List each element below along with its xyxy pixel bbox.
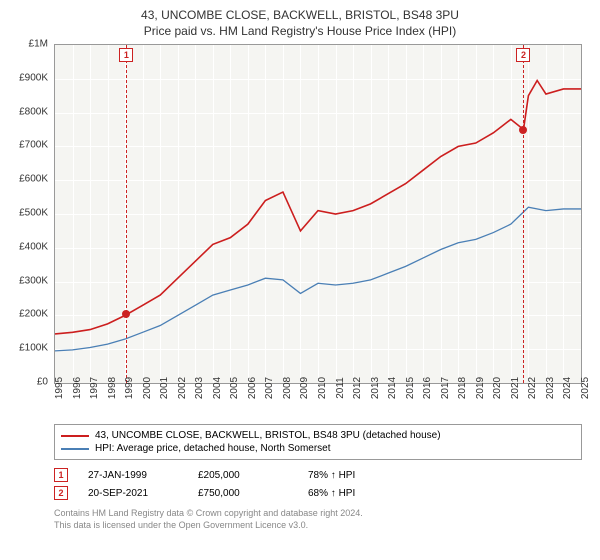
- legend-label: 43, UNCOMBE CLOSE, BACKWELL, BRISTOL, BS…: [95, 430, 441, 441]
- title-address: 43, UNCOMBE CLOSE, BACKWELL, BRISTOL, BS…: [10, 8, 590, 22]
- legend: 43, UNCOMBE CLOSE, BACKWELL, BRISTOL, BS…: [54, 424, 582, 460]
- footer: Contains HM Land Registry data © Crown c…: [54, 508, 582, 531]
- x-tick-label: 2010: [317, 377, 328, 399]
- legend-item: HPI: Average price, detached house, Nort…: [61, 442, 575, 455]
- legend-swatch: [61, 448, 89, 450]
- series-hpi: [55, 207, 581, 351]
- x-tick-label: 2007: [264, 377, 275, 399]
- sale-badge: 1: [54, 468, 68, 482]
- x-tick-label: 2005: [229, 377, 240, 399]
- x-tick-label: 2012: [352, 377, 363, 399]
- y-tick-label: £200K: [19, 309, 48, 320]
- y-tick-label: £100K: [19, 343, 48, 354]
- x-tick-label: 2021: [510, 377, 521, 399]
- x-tick-label: 2009: [299, 377, 310, 399]
- x-tick-label: 2025: [580, 377, 591, 399]
- x-tick-label: 2019: [475, 377, 486, 399]
- plot-background: 12: [54, 44, 582, 384]
- x-tick-label: 2024: [562, 377, 573, 399]
- x-axis: 1995199619971998199920002001200220032004…: [54, 384, 582, 418]
- x-tick-label: 2004: [212, 377, 223, 399]
- y-axis: £0£100K£200K£300K£400K£500K£600K£700K£80…: [8, 44, 52, 384]
- y-tick-label: £900K: [19, 72, 48, 83]
- sale-price: £205,000: [198, 470, 288, 481]
- marker-dot: [122, 310, 130, 318]
- sales-table: 1 27-JAN-1999 £205,000 78% ↑ HPI 2 20-SEP-202…: [54, 466, 582, 502]
- sale-date: 20-SEP-2021: [88, 488, 178, 499]
- sale-date: 27-JAN-1999: [88, 470, 178, 481]
- y-tick-label: £800K: [19, 106, 48, 117]
- footer-line1: Contains HM Land Registry data © Crown c…: [54, 508, 582, 520]
- y-tick-label: £400K: [19, 241, 48, 252]
- chart-lines: [55, 45, 581, 383]
- y-tick-label: £300K: [19, 275, 48, 286]
- y-tick-label: £600K: [19, 174, 48, 185]
- container: 43, UNCOMBE CLOSE, BACKWELL, BRISTOL, BS…: [0, 0, 600, 560]
- sale-hpi: 78% ↑ HPI: [308, 470, 388, 481]
- y-tick-label: £500K: [19, 208, 48, 219]
- sale-row: 2 20-SEP-2021 £750,000 68% ↑ HPI: [54, 484, 582, 502]
- x-tick-label: 2020: [492, 377, 503, 399]
- y-tick-label: £1M: [29, 39, 48, 50]
- x-tick-label: 1996: [72, 377, 83, 399]
- legend-swatch: [61, 435, 89, 437]
- x-tick-label: 2015: [405, 377, 416, 399]
- x-tick-label: 2011: [335, 377, 346, 399]
- x-tick-label: 2013: [370, 377, 381, 399]
- title-block: 43, UNCOMBE CLOSE, BACKWELL, BRISTOL, BS…: [10, 8, 590, 38]
- x-tick-label: 2014: [387, 377, 398, 399]
- x-tick-label: 2018: [457, 377, 468, 399]
- x-tick-label: 1999: [124, 377, 135, 399]
- sale-row: 1 27-JAN-1999 £205,000 78% ↑ HPI: [54, 466, 582, 484]
- x-tick-label: 2017: [440, 377, 451, 399]
- x-tick-label: 2016: [422, 377, 433, 399]
- x-tick-label: 2000: [142, 377, 153, 399]
- sale-badge: 2: [54, 486, 68, 500]
- x-tick-label: 1998: [107, 377, 118, 399]
- x-tick-label: 2002: [177, 377, 188, 399]
- x-tick-label: 2008: [282, 377, 293, 399]
- sale-price: £750,000: [198, 488, 288, 499]
- marker-vline: [523, 45, 524, 383]
- y-tick-label: £700K: [19, 140, 48, 151]
- x-tick-label: 2022: [527, 377, 538, 399]
- series-price_paid: [55, 80, 581, 333]
- chart-area: 12 £0£100K£200K£300K£400K£500K£600K£700K…: [54, 44, 582, 384]
- legend-item: 43, UNCOMBE CLOSE, BACKWELL, BRISTOL, BS…: [61, 429, 575, 442]
- marker-vline: [126, 45, 127, 383]
- marker-badge: 1: [119, 48, 133, 62]
- sale-hpi: 68% ↑ HPI: [308, 488, 388, 499]
- marker-dot: [519, 126, 527, 134]
- title-subtitle: Price paid vs. HM Land Registry's House …: [10, 24, 590, 38]
- x-tick-label: 2003: [194, 377, 205, 399]
- x-tick-label: 1995: [54, 377, 65, 399]
- x-tick-label: 2006: [247, 377, 258, 399]
- marker-badge: 2: [516, 48, 530, 62]
- footer-line2: This data is licensed under the Open Gov…: [54, 520, 582, 532]
- x-tick-label: 1997: [89, 377, 100, 399]
- legend-label: HPI: Average price, detached house, Nort…: [95, 443, 331, 454]
- y-tick-label: £0: [37, 377, 48, 388]
- x-tick-label: 2023: [545, 377, 556, 399]
- x-tick-label: 2001: [159, 377, 170, 399]
